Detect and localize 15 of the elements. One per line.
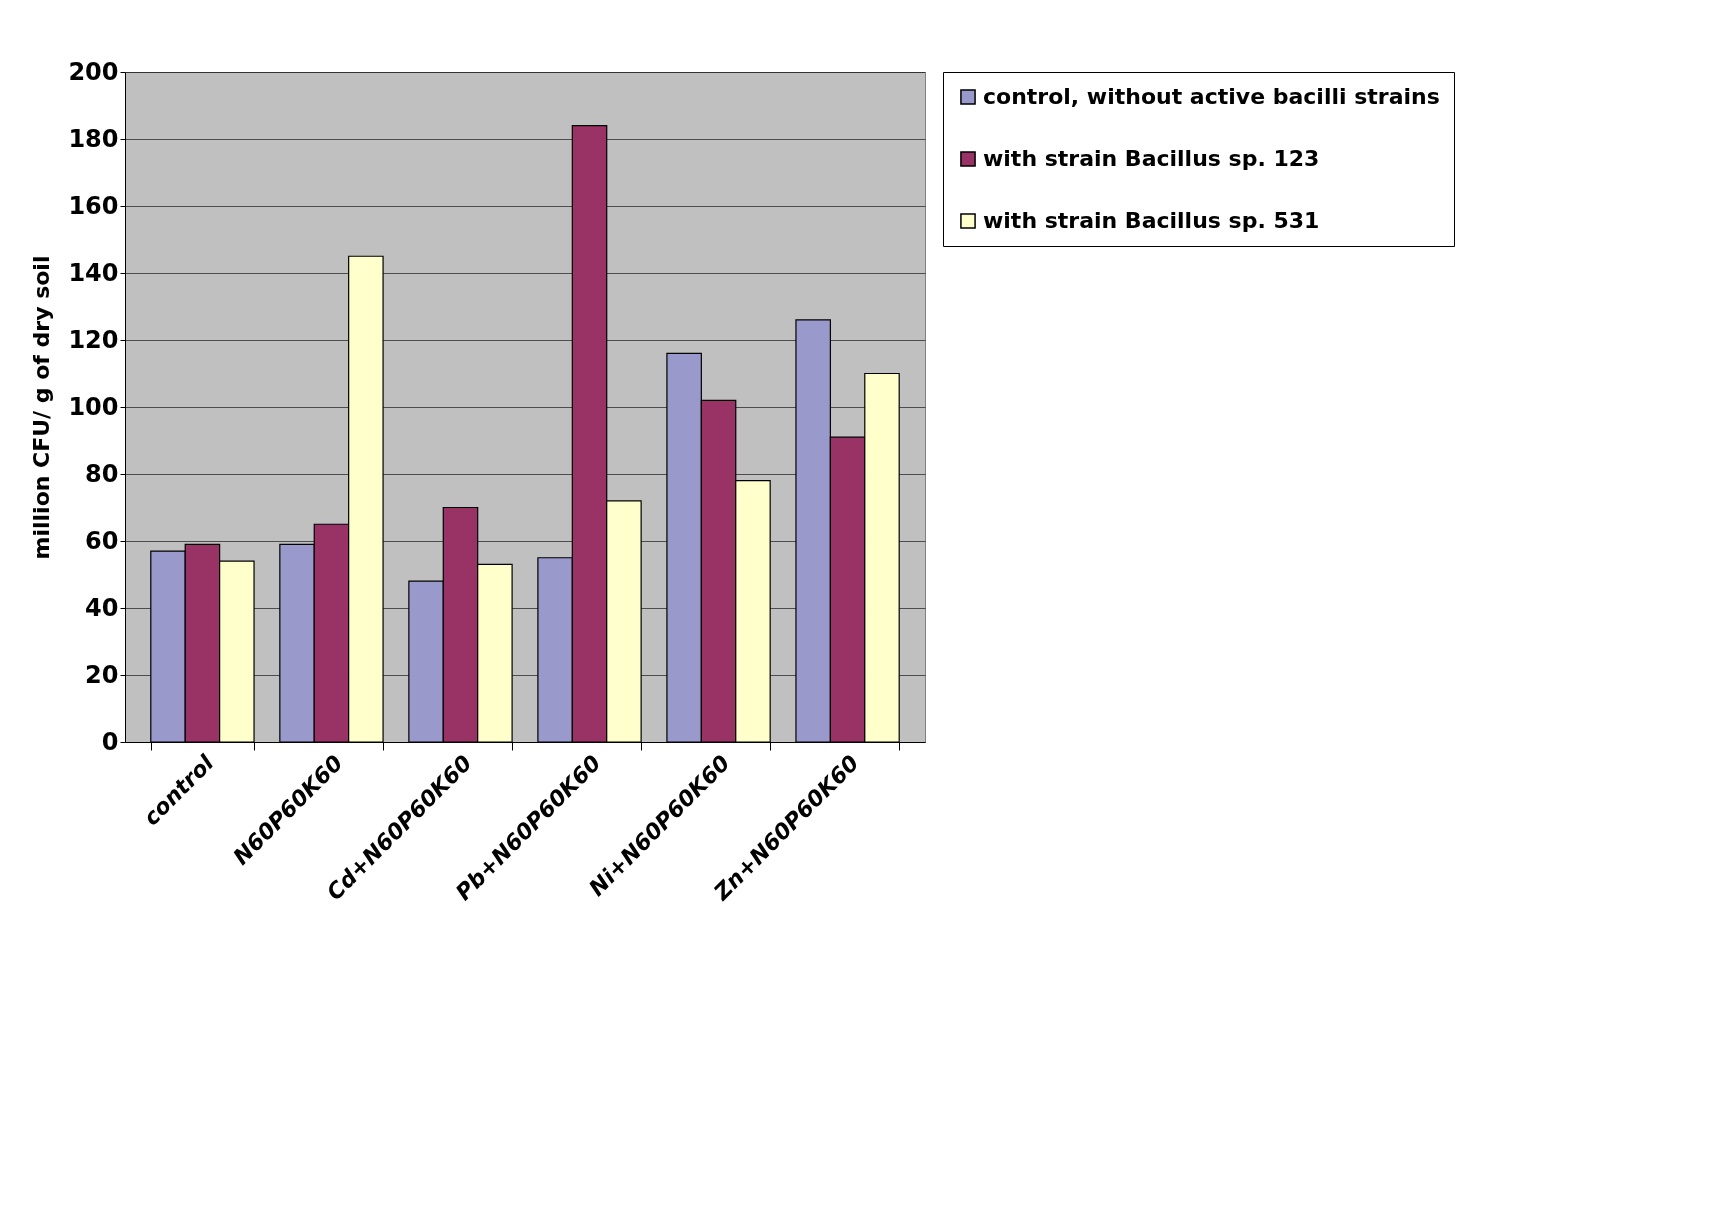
y-axis-title: million CFU/ g of dry soil [29,255,55,560]
y-tick-label: 160 [68,191,119,220]
y-tick-label: 140 [68,258,119,287]
y-tick-label: 180 [68,124,119,153]
y-tick-label: 60 [85,526,119,555]
legend-label: with strain Bacillus sp. 531 [983,208,1320,233]
y-tick-label: 20 [85,660,119,689]
y-tick-label: 120 [68,325,119,354]
legend-label: with strain Bacillus sp. 123 [983,146,1320,171]
legend-label: control, without active bacilli strains [983,84,1440,109]
y-tick-label: 0 [101,727,119,756]
y-tick-label: 80 [85,459,119,488]
y-tick-label: 40 [85,593,119,622]
y-tick-label: 200 [68,57,119,86]
y-tick-label: 100 [68,392,119,421]
